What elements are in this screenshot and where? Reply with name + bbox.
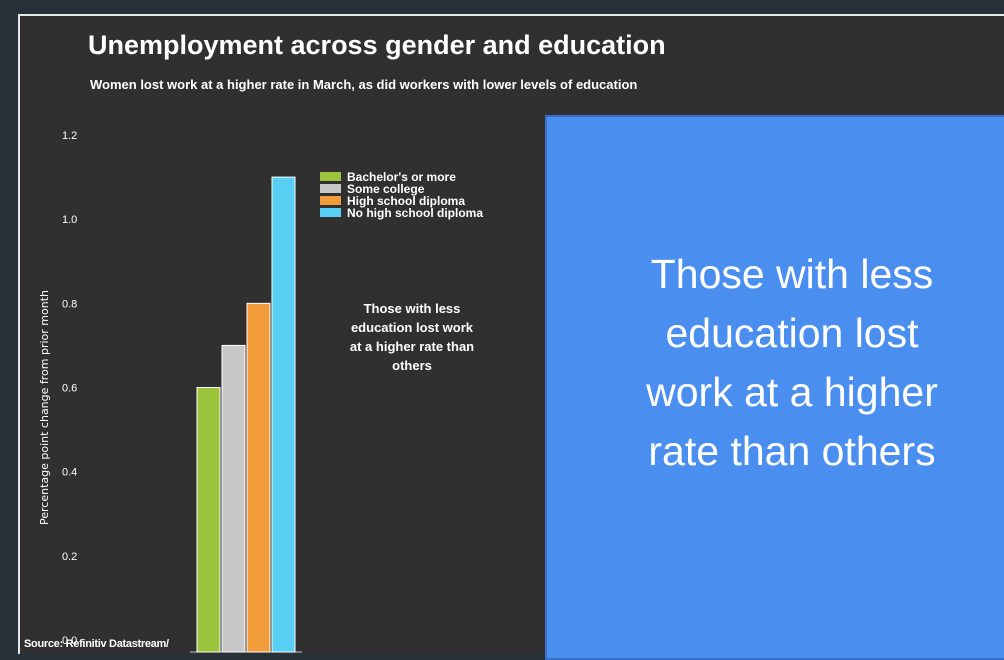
legend-label: Bachelor's or more <box>347 170 456 184</box>
bar-1 <box>196 387 221 653</box>
y-tick-label: 1.2 <box>62 130 77 142</box>
callout-text: Those with less education lost work at a… <box>646 251 938 474</box>
bar-2 <box>221 344 246 653</box>
y-tick-label: 0.4 <box>62 467 77 479</box>
chart-annotation: Those with less education lost work at a… <box>349 301 475 373</box>
bar-3 <box>246 302 271 653</box>
y-tick-label: 1.0 <box>62 214 77 226</box>
legend-swatch <box>320 196 341 205</box>
y-tick-label: 0.0 <box>62 635 77 647</box>
legend-swatch <box>320 184 341 193</box>
chart-title: Unemployment across gender and education <box>88 30 666 60</box>
y-tick-label: 0.2 <box>62 551 77 563</box>
legend-label: High school diploma <box>347 194 465 208</box>
legend-swatch <box>320 172 341 181</box>
bar-chart: 0.0 0.2 0.4 0.6 0.8 1.0 1.2 Percentage point ch… <box>38 130 483 653</box>
callout-box: Those with less education lost work at a… <box>545 115 1004 660</box>
bar-4 <box>271 176 296 653</box>
legend-label: Some college <box>347 182 425 196</box>
source-note: Source: Refinitiv Datastream/ <box>24 638 169 650</box>
y-tick-label: 0.8 <box>62 298 77 310</box>
legend-swatch <box>320 208 341 217</box>
chart-subtitle: Women lost work at a higher rate in Marc… <box>90 77 638 92</box>
legend-label: No high school diploma <box>347 206 483 220</box>
y-tick-label: 0.6 <box>62 383 77 395</box>
y-axis-label: Percentage point change from prior month <box>38 290 51 525</box>
